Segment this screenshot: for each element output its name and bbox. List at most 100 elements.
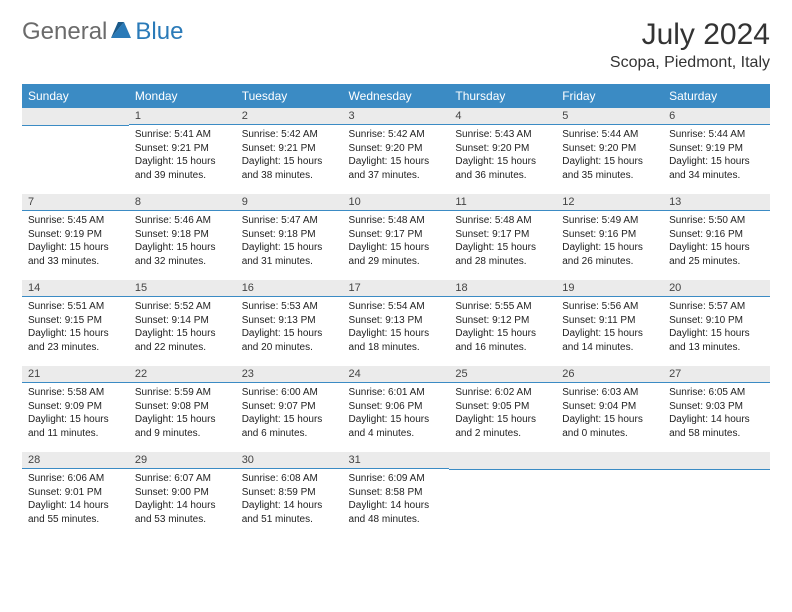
logo-text-blue: Blue: [135, 18, 183, 46]
day-number-empty: [663, 452, 770, 470]
sunset-text: Sunset: 9:12 PM: [455, 314, 550, 328]
day-content: Sunrise: 5:42 AMSunset: 9:21 PMDaylight:…: [236, 125, 343, 185]
calendar-body: 1Sunrise: 5:41 AMSunset: 9:21 PMDaylight…: [22, 108, 770, 538]
daylight-text: Daylight: 15 hours and 32 minutes.: [135, 241, 230, 268]
day-number: 8: [129, 194, 236, 211]
calendar-cell: [663, 452, 770, 538]
sunrise-text: Sunrise: 5:54 AM: [349, 300, 444, 314]
sunset-text: Sunset: 9:08 PM: [135, 400, 230, 414]
day-number: 11: [449, 194, 556, 211]
daylight-text: Daylight: 15 hours and 2 minutes.: [455, 413, 550, 440]
day-content: Sunrise: 5:48 AMSunset: 9:17 PMDaylight:…: [449, 211, 556, 271]
day-content: Sunrise: 5:47 AMSunset: 9:18 PMDaylight:…: [236, 211, 343, 271]
day-content: Sunrise: 5:45 AMSunset: 9:19 PMDaylight:…: [22, 211, 129, 271]
day-number: 16: [236, 280, 343, 297]
day-name-thursday: Thursday: [449, 84, 556, 108]
sunset-text: Sunset: 9:15 PM: [28, 314, 123, 328]
day-number: 13: [663, 194, 770, 211]
sunset-text: Sunset: 9:19 PM: [28, 228, 123, 242]
daylight-text: Daylight: 15 hours and 14 minutes.: [562, 327, 657, 354]
daylight-text: Daylight: 15 hours and 13 minutes.: [669, 327, 764, 354]
daylight-text: Daylight: 15 hours and 4 minutes.: [349, 413, 444, 440]
day-content: Sunrise: 5:48 AMSunset: 9:17 PMDaylight:…: [343, 211, 450, 271]
day-number: 23: [236, 366, 343, 383]
day-content: Sunrise: 6:06 AMSunset: 9:01 PMDaylight:…: [22, 469, 129, 529]
calendar-cell: 8Sunrise: 5:46 AMSunset: 9:18 PMDaylight…: [129, 194, 236, 280]
logo-text-general: General: [22, 18, 107, 46]
calendar-week-row: 14Sunrise: 5:51 AMSunset: 9:15 PMDayligh…: [22, 280, 770, 366]
calendar-cell: 12Sunrise: 5:49 AMSunset: 9:16 PMDayligh…: [556, 194, 663, 280]
day-name-monday: Monday: [129, 84, 236, 108]
daylight-text: Daylight: 15 hours and 37 minutes.: [349, 155, 444, 182]
sunset-text: Sunset: 9:20 PM: [349, 142, 444, 156]
day-content: Sunrise: 6:00 AMSunset: 9:07 PMDaylight:…: [236, 383, 343, 443]
daylight-text: Daylight: 15 hours and 16 minutes.: [455, 327, 550, 354]
calendar-week-row: 28Sunrise: 6:06 AMSunset: 9:01 PMDayligh…: [22, 452, 770, 538]
calendar-cell: 19Sunrise: 5:56 AMSunset: 9:11 PMDayligh…: [556, 280, 663, 366]
sunrise-text: Sunrise: 5:41 AM: [135, 128, 230, 142]
day-content: Sunrise: 5:51 AMSunset: 9:15 PMDaylight:…: [22, 297, 129, 357]
day-content: Sunrise: 5:54 AMSunset: 9:13 PMDaylight:…: [343, 297, 450, 357]
day-content: Sunrise: 5:44 AMSunset: 9:20 PMDaylight:…: [556, 125, 663, 185]
logo-triangle-icon: [110, 18, 132, 46]
day-content: Sunrise: 6:01 AMSunset: 9:06 PMDaylight:…: [343, 383, 450, 443]
calendar-cell: 10Sunrise: 5:48 AMSunset: 9:17 PMDayligh…: [343, 194, 450, 280]
daylight-text: Daylight: 15 hours and 26 minutes.: [562, 241, 657, 268]
day-content: Sunrise: 5:52 AMSunset: 9:14 PMDaylight:…: [129, 297, 236, 357]
calendar-cell: 17Sunrise: 5:54 AMSunset: 9:13 PMDayligh…: [343, 280, 450, 366]
day-number: 5: [556, 108, 663, 125]
day-content: Sunrise: 5:46 AMSunset: 9:18 PMDaylight:…: [129, 211, 236, 271]
month-title: July 2024: [610, 18, 770, 52]
sunrise-text: Sunrise: 5:48 AM: [349, 214, 444, 228]
calendar-cell: 26Sunrise: 6:03 AMSunset: 9:04 PMDayligh…: [556, 366, 663, 452]
day-content: Sunrise: 6:05 AMSunset: 9:03 PMDaylight:…: [663, 383, 770, 443]
day-number-empty: [556, 452, 663, 470]
day-content: Sunrise: 6:03 AMSunset: 9:04 PMDaylight:…: [556, 383, 663, 443]
daylight-text: Daylight: 15 hours and 25 minutes.: [669, 241, 764, 268]
calendar-cell: 22Sunrise: 5:59 AMSunset: 9:08 PMDayligh…: [129, 366, 236, 452]
calendar-cell: 16Sunrise: 5:53 AMSunset: 9:13 PMDayligh…: [236, 280, 343, 366]
calendar-week-row: 21Sunrise: 5:58 AMSunset: 9:09 PMDayligh…: [22, 366, 770, 452]
day-name-sunday: Sunday: [22, 84, 129, 108]
sunrise-text: Sunrise: 5:53 AM: [242, 300, 337, 314]
sunset-text: Sunset: 9:06 PM: [349, 400, 444, 414]
sunset-text: Sunset: 9:03 PM: [669, 400, 764, 414]
daylight-text: Daylight: 14 hours and 55 minutes.: [28, 499, 123, 526]
calendar-cell: 5Sunrise: 5:44 AMSunset: 9:20 PMDaylight…: [556, 108, 663, 194]
daylight-text: Daylight: 15 hours and 23 minutes.: [28, 327, 123, 354]
sunset-text: Sunset: 9:07 PM: [242, 400, 337, 414]
sunset-text: Sunset: 8:59 PM: [242, 486, 337, 500]
daylight-text: Daylight: 15 hours and 36 minutes.: [455, 155, 550, 182]
sunset-text: Sunset: 9:17 PM: [455, 228, 550, 242]
day-number: 19: [556, 280, 663, 297]
daylight-text: Daylight: 15 hours and 35 minutes.: [562, 155, 657, 182]
sunset-text: Sunset: 9:11 PM: [562, 314, 657, 328]
day-number: 18: [449, 280, 556, 297]
sunrise-text: Sunrise: 5:57 AM: [669, 300, 764, 314]
sunset-text: Sunset: 9:01 PM: [28, 486, 123, 500]
sunrise-text: Sunrise: 5:42 AM: [349, 128, 444, 142]
calendar-cell: [449, 452, 556, 538]
day-content: Sunrise: 5:53 AMSunset: 9:13 PMDaylight:…: [236, 297, 343, 357]
day-number: 2: [236, 108, 343, 125]
daylight-text: Daylight: 15 hours and 11 minutes.: [28, 413, 123, 440]
calendar-cell: 2Sunrise: 5:42 AMSunset: 9:21 PMDaylight…: [236, 108, 343, 194]
daylight-text: Daylight: 15 hours and 39 minutes.: [135, 155, 230, 182]
calendar-cell: 21Sunrise: 5:58 AMSunset: 9:09 PMDayligh…: [22, 366, 129, 452]
calendar-cell: 29Sunrise: 6:07 AMSunset: 9:00 PMDayligh…: [129, 452, 236, 538]
calendar-cell: 20Sunrise: 5:57 AMSunset: 9:10 PMDayligh…: [663, 280, 770, 366]
sunrise-text: Sunrise: 5:59 AM: [135, 386, 230, 400]
calendar-header-row: Sunday Monday Tuesday Wednesday Thursday…: [22, 84, 770, 108]
sunset-text: Sunset: 9:19 PM: [669, 142, 764, 156]
day-content: Sunrise: 5:57 AMSunset: 9:10 PMDaylight:…: [663, 297, 770, 357]
sunrise-text: Sunrise: 6:00 AM: [242, 386, 337, 400]
day-content: Sunrise: 5:50 AMSunset: 9:16 PMDaylight:…: [663, 211, 770, 271]
daylight-text: Daylight: 14 hours and 58 minutes.: [669, 413, 764, 440]
sunrise-text: Sunrise: 6:03 AM: [562, 386, 657, 400]
calendar-cell: 9Sunrise: 5:47 AMSunset: 9:18 PMDaylight…: [236, 194, 343, 280]
sunset-text: Sunset: 9:13 PM: [242, 314, 337, 328]
sunrise-text: Sunrise: 5:43 AM: [455, 128, 550, 142]
sunset-text: Sunset: 9:18 PM: [135, 228, 230, 242]
daylight-text: Daylight: 15 hours and 0 minutes.: [562, 413, 657, 440]
day-number: 28: [22, 452, 129, 469]
